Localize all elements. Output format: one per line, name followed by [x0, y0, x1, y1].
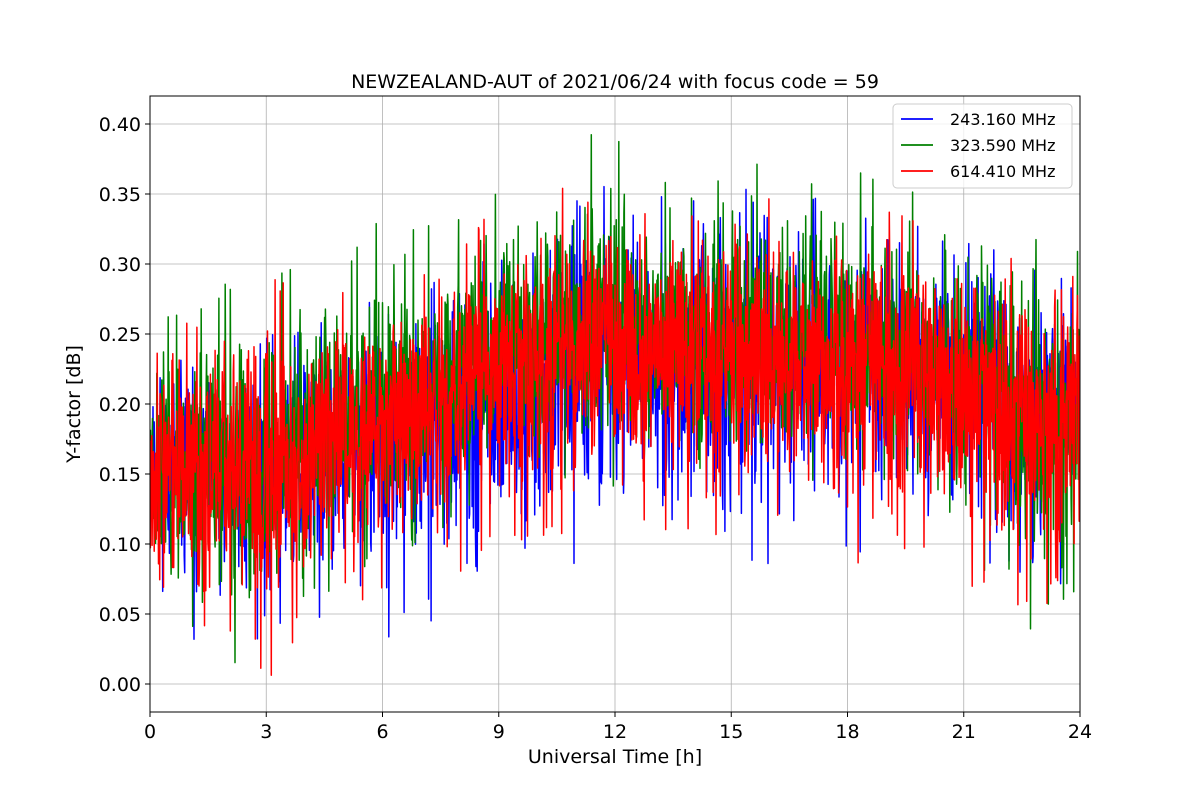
- y-axis-label: Y-factor [dB]: [63, 345, 85, 464]
- y-tick-label: 0.35: [99, 184, 141, 206]
- series-layer: [150, 134, 1080, 676]
- chart-title: NEWZEALAND-AUT of 2021/06/24 with focus …: [351, 71, 879, 93]
- axis-ticks: 0 3 6 9 12 15 18 21 24 0.00 0.05 0.10 0.15 0.20 0.25 0.…: [99, 114, 1092, 743]
- x-tick-label: 21: [952, 721, 976, 743]
- y-tick-label: 0.10: [99, 534, 141, 556]
- legend-label-1: 243.160 MHz: [950, 110, 1055, 129]
- y-tick-label: 0.20: [99, 394, 141, 416]
- x-tick-label: 9: [493, 721, 505, 743]
- x-tick-label: 3: [260, 721, 272, 743]
- y-tick-label: 0.05: [99, 604, 141, 626]
- legend: 243.160 MHz 323.590 MHz 614.410 MHz: [892, 103, 1073, 189]
- x-tick-label: 18: [835, 721, 859, 743]
- x-tick-label: 6: [376, 721, 388, 743]
- y-tick-label: 0.15: [99, 464, 141, 486]
- legend-label-2: 323.590 MHz: [950, 136, 1055, 155]
- x-tick-label: 24: [1068, 721, 1092, 743]
- y-tick-label: 0.25: [99, 324, 141, 346]
- x-tick-label: 0: [144, 721, 156, 743]
- x-tick-label: 12: [603, 721, 627, 743]
- y-tick-label: 0.00: [99, 674, 141, 696]
- legend-box: [892, 103, 1073, 189]
- y-tick-label: 0.40: [99, 114, 141, 136]
- y-tick-label: 0.30: [99, 254, 141, 276]
- x-tick-label: 15: [719, 721, 743, 743]
- x-axis-label: Universal Time [h]: [528, 746, 702, 768]
- series-line-3: [150, 187, 1080, 676]
- legend-label-3: 614.410 MHz: [950, 162, 1055, 181]
